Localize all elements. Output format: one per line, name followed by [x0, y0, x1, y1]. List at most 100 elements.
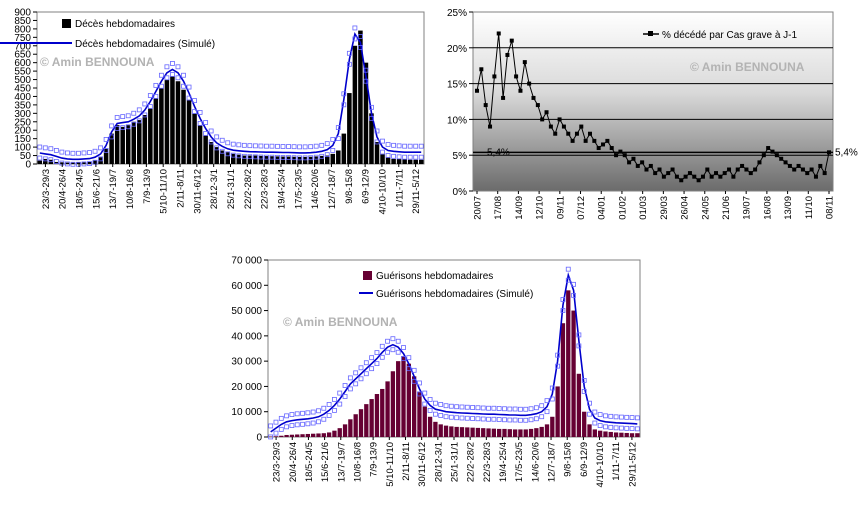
simulated-marker	[448, 414, 454, 420]
bar	[512, 429, 518, 437]
bar	[242, 155, 247, 164]
y-tick-label: 25%	[447, 8, 467, 19]
bar	[65, 162, 70, 164]
simulated-marker	[76, 150, 81, 156]
bar	[120, 126, 125, 164]
y-ticks: 0501001502002503003504004505005506006507…	[14, 8, 37, 171]
simulated-marker	[98, 156, 103, 162]
series-marker	[587, 131, 592, 136]
simulated-marker	[565, 277, 571, 283]
simulated-marker	[528, 417, 534, 423]
bar	[92, 160, 98, 164]
bar	[518, 429, 523, 437]
simulated-marker	[273, 419, 279, 425]
x-tick-label: 17/5-23/5	[514, 442, 525, 482]
x-tick-label: 14/09	[514, 196, 525, 220]
simulated-marker	[363, 360, 369, 366]
x-tick-label: 18/5-24/5	[304, 442, 315, 482]
x-tick-label: 26/04	[680, 196, 691, 220]
simulated-marker	[236, 142, 242, 148]
simulated-marker	[363, 67, 369, 73]
simulated-marker	[422, 390, 428, 396]
simulated-marker	[587, 400, 592, 406]
series-marker	[531, 95, 536, 100]
x-tick-label: 7/9-13/9	[142, 169, 153, 204]
simulated-marker	[53, 147, 59, 153]
simulated-marker	[81, 150, 87, 156]
series-marker	[479, 67, 484, 72]
series-marker	[818, 163, 823, 168]
simulated-marker	[278, 415, 284, 421]
x-ticks: 23/3-29/3 20/4-26/4 18/5-24/5 15/6-21/6 13/7…	[272, 437, 638, 487]
bar	[497, 428, 502, 437]
series-marker	[509, 38, 514, 43]
simulated-marker	[560, 308, 566, 313]
y-tick-label: 0	[256, 433, 262, 444]
series-marker	[761, 153, 766, 158]
series-marker	[540, 117, 545, 122]
series-marker	[522, 60, 527, 65]
simulated-marker	[302, 144, 308, 150]
y-tick-label: 50	[20, 151, 32, 162]
chart-death-rate: 0% 5% 10% 15% 20% 25% 20/07 17/08 14/09 12/10 09/…	[447, 8, 858, 220]
simulated-marker	[103, 148, 109, 153]
simulated-marker	[443, 414, 449, 420]
series-marker	[700, 174, 705, 179]
simulated-marker	[427, 407, 433, 413]
simulated-marker	[427, 396, 433, 402]
series-marker	[535, 103, 540, 108]
simulated-marker	[125, 124, 131, 130]
series-marker	[787, 163, 792, 168]
bar	[418, 159, 424, 164]
simulated-marker	[374, 361, 380, 367]
x-tick-label: 13/09	[783, 196, 794, 220]
bar	[391, 158, 396, 164]
simulated-marker	[486, 405, 491, 411]
series-marker	[618, 149, 623, 154]
simulated-marker	[286, 155, 291, 160]
series-marker	[774, 153, 779, 158]
bar	[603, 431, 608, 437]
simulated-marker	[406, 355, 412, 361]
simulated-marker	[555, 363, 561, 369]
simulated-marker	[48, 146, 54, 152]
bar	[571, 310, 576, 437]
bar	[186, 99, 192, 164]
simulated-marker	[181, 72, 186, 78]
simulated-marker	[48, 157, 54, 163]
bar	[131, 121, 137, 164]
legend-swatch-bar	[363, 271, 372, 280]
bar	[43, 158, 48, 164]
simulated-marker	[269, 143, 275, 149]
simulated-marker	[330, 148, 336, 153]
x-tick-label: 30/11-6/12	[417, 442, 428, 487]
bar	[203, 135, 208, 164]
series-marker	[805, 171, 810, 176]
simulated-marker	[347, 386, 353, 392]
series-marker	[627, 160, 632, 165]
bar	[481, 428, 486, 437]
simulated-marker	[413, 143, 419, 149]
simulated-marker	[507, 417, 513, 423]
series-marker	[714, 171, 719, 176]
simulated-marker	[380, 138, 385, 144]
bar	[214, 147, 219, 164]
simulated-marker	[316, 408, 321, 414]
simulated-marker	[352, 25, 358, 31]
simulated-marker	[142, 101, 148, 107]
simulated-marker	[310, 420, 316, 426]
simulated-marker	[401, 345, 406, 350]
series-marker	[657, 167, 662, 172]
simulated-marker	[374, 350, 380, 356]
bar	[300, 434, 305, 437]
x-tick-label: 28/12-3/1	[209, 169, 220, 209]
simulated-marker	[395, 338, 401, 344]
series-marker	[783, 160, 788, 165]
x-tick-label: 10/8-16/8	[352, 442, 363, 482]
bar	[291, 156, 297, 164]
series-marker	[574, 131, 579, 136]
x-tick-label: 14/6-20/6	[530, 442, 541, 482]
simulated-marker	[581, 378, 587, 383]
bar	[153, 98, 159, 164]
simulated-marker	[358, 365, 364, 371]
